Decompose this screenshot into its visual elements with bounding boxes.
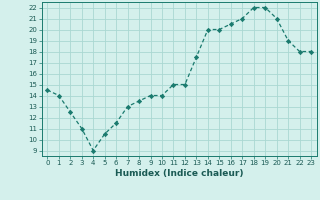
X-axis label: Humidex (Indice chaleur): Humidex (Indice chaleur): [115, 169, 244, 178]
